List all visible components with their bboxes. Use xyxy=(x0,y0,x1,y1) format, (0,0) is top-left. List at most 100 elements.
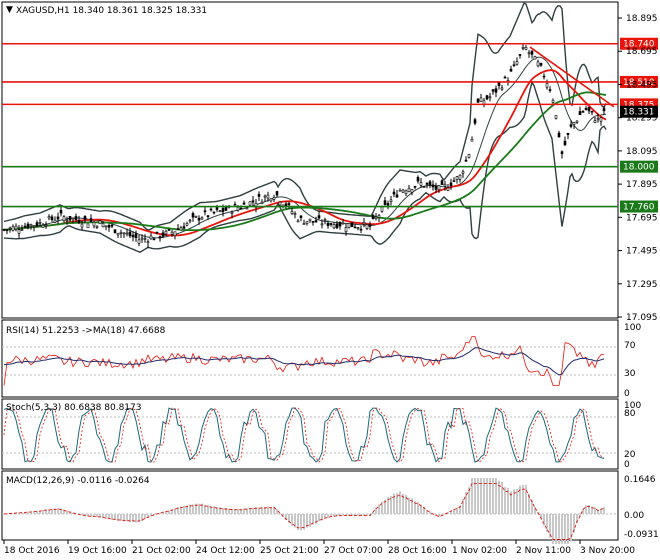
candle-body xyxy=(44,224,48,227)
candle-body xyxy=(68,216,72,221)
candle-body xyxy=(515,61,519,65)
level-tag-18.000 xyxy=(620,160,658,173)
price-tick-label: 18.495 xyxy=(626,80,658,90)
candle-body xyxy=(146,241,150,244)
macd-panel[interactable] xyxy=(1,470,619,541)
level-tag-label-18.510: 18.510 xyxy=(623,78,655,88)
rsi-panel[interactable] xyxy=(1,319,619,398)
candle-body xyxy=(5,229,9,231)
candle-body xyxy=(188,219,192,222)
candle-body xyxy=(380,206,384,212)
level-tag-18.510 xyxy=(620,75,658,88)
candle-body xyxy=(179,227,183,231)
candle-body xyxy=(29,224,33,227)
symbol-dropdown-icon[interactable]: ▼ xyxy=(6,5,13,15)
candle-body xyxy=(272,197,276,200)
candle-body xyxy=(434,186,438,190)
candle-body xyxy=(302,223,306,225)
candle-body xyxy=(377,215,381,218)
candle-body xyxy=(47,216,51,219)
candle-body xyxy=(368,223,372,227)
candle-body xyxy=(458,174,462,180)
candle-body xyxy=(260,201,264,205)
candle-body xyxy=(275,191,279,196)
stoch-main-line xyxy=(3,407,605,463)
candle-body xyxy=(530,50,534,55)
price-tick-label: 18.095 xyxy=(626,147,658,157)
candle-body xyxy=(335,223,339,229)
candle-body xyxy=(308,218,312,221)
candle-body xyxy=(92,221,96,227)
price-tick-label: 18.295 xyxy=(626,114,658,124)
candle-body xyxy=(323,219,327,221)
candle-body xyxy=(503,76,507,79)
candle-body xyxy=(155,231,159,234)
candle-body xyxy=(398,189,402,192)
candle-body xyxy=(215,207,219,210)
candle-body xyxy=(317,215,321,219)
candle-body xyxy=(71,217,75,220)
level-tag-label-17.760: 17.760 xyxy=(623,203,655,213)
candle-body xyxy=(203,210,207,213)
candle-body xyxy=(299,215,303,218)
price-tick-label: 18.695 xyxy=(626,47,658,57)
candle-body xyxy=(131,234,135,238)
candle-body xyxy=(539,62,543,66)
candle-body xyxy=(320,223,324,226)
candle-body xyxy=(344,227,348,232)
candle-body xyxy=(23,225,27,228)
candle-body xyxy=(365,224,369,229)
candle-body xyxy=(371,215,375,219)
candle-body xyxy=(395,194,399,198)
candle-body xyxy=(440,180,444,185)
candle-body xyxy=(161,232,165,237)
candle-body xyxy=(149,235,153,240)
candle-body xyxy=(8,227,12,230)
candle-body xyxy=(35,222,39,227)
candle-body xyxy=(473,119,477,124)
candle-body xyxy=(173,231,177,236)
candle-body xyxy=(278,201,282,206)
candle-body xyxy=(512,64,516,67)
price-panel[interactable] xyxy=(1,1,619,319)
time-axis: 18 Oct 2016 19 Oct 16:00 21 Oct 02:00 24 Oc… xyxy=(3,540,635,556)
candle-body xyxy=(554,115,558,119)
candle-body xyxy=(98,220,102,225)
moving-average-green xyxy=(3,91,607,232)
rsi-ma-line xyxy=(3,347,605,376)
level-tag-label-18.000: 18.000 xyxy=(623,163,655,173)
candle-body xyxy=(182,226,186,229)
candle-body xyxy=(143,238,147,240)
candle-body xyxy=(41,224,45,228)
candle-body xyxy=(524,47,528,50)
candle-body xyxy=(236,207,240,211)
candle-body xyxy=(602,107,606,112)
candle-body xyxy=(170,231,174,235)
candle-body xyxy=(389,199,393,202)
candle-body xyxy=(518,54,522,56)
candle-body xyxy=(62,216,66,221)
candle-body xyxy=(425,182,429,185)
candle-body xyxy=(416,177,420,182)
bollinger-upper-band xyxy=(3,2,607,231)
time-tick-label: 25 Oct 21:00 xyxy=(260,546,319,556)
candle-body xyxy=(599,117,603,122)
stoch-tick-80: 80 xyxy=(624,409,636,419)
candle-body xyxy=(26,223,30,229)
rsi-tick-100: 100 xyxy=(624,323,641,333)
candle-body xyxy=(134,233,138,239)
candle-body xyxy=(443,183,447,187)
candle-body xyxy=(488,96,492,99)
macd-signal-line xyxy=(3,482,605,540)
time-tick-label: 24 Oct 12:00 xyxy=(196,546,255,556)
candle-body xyxy=(467,154,471,158)
candle-body xyxy=(470,138,474,142)
candle-body xyxy=(464,159,468,162)
candle-body xyxy=(137,239,141,244)
candle-body xyxy=(422,186,426,189)
candle-body xyxy=(221,207,225,213)
price-tick-label: 17.695 xyxy=(626,213,658,223)
candle-body xyxy=(359,228,363,231)
candle-body xyxy=(527,52,531,54)
